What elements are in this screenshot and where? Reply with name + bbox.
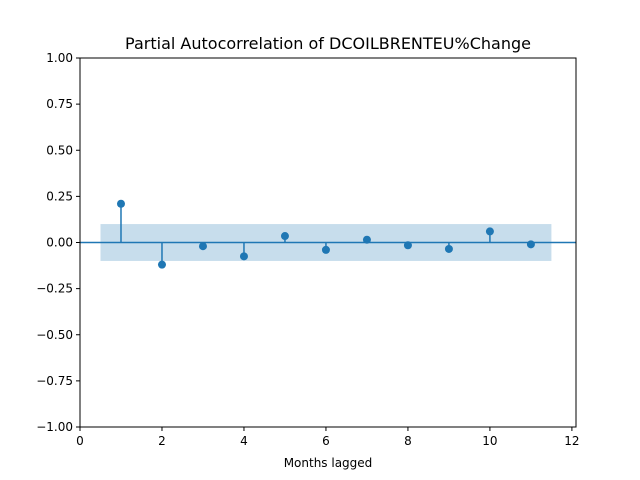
y-tick-label: −1.00 <box>36 420 73 434</box>
point-lag-1 <box>116 199 125 208</box>
x-tick-label: 12 <box>564 434 579 448</box>
x-axis-label: Months lagged <box>284 456 373 470</box>
y-tick-label: 1.00 <box>46 51 73 65</box>
y-tick-label: 0.25 <box>46 189 73 203</box>
x-tick-label: 6 <box>322 434 330 448</box>
point-lag-7 <box>362 235 371 244</box>
x-tick-label: 4 <box>240 434 248 448</box>
y-tick-label: 0.75 <box>46 97 73 111</box>
x-tick-label: 10 <box>482 434 497 448</box>
point-lag-2 <box>157 260 166 269</box>
point-lag-3 <box>198 242 207 251</box>
point-lag-5 <box>280 232 289 241</box>
y-tick-label: −0.25 <box>36 282 73 296</box>
point-lag-4 <box>239 252 248 261</box>
plot-area <box>80 199 576 269</box>
x-axis: 0 2 4 6 8 10 12 <box>76 427 580 448</box>
y-tick-label: −0.50 <box>36 328 73 342</box>
point-lag-8 <box>403 241 412 250</box>
point-lag-11 <box>526 240 535 249</box>
y-tick-label: −0.75 <box>36 374 73 388</box>
x-tick-label: 2 <box>158 434 166 448</box>
chart-title: Partial Autocorrelation of DCOILBRENTEU%… <box>125 34 531 53</box>
y-tick-label: 0.50 <box>46 143 73 157</box>
x-tick-label: 0 <box>76 434 84 448</box>
y-tick-label: 0.00 <box>46 236 73 250</box>
y-axis: 1.00 0.75 0.50 0.25 0.00 −0.25 −0.50 −0.75 −1.00 <box>36 51 80 434</box>
point-lag-9 <box>444 244 453 253</box>
point-lag-6 <box>321 245 330 254</box>
x-tick-label: 8 <box>404 434 412 448</box>
point-lag-10 <box>485 227 494 236</box>
